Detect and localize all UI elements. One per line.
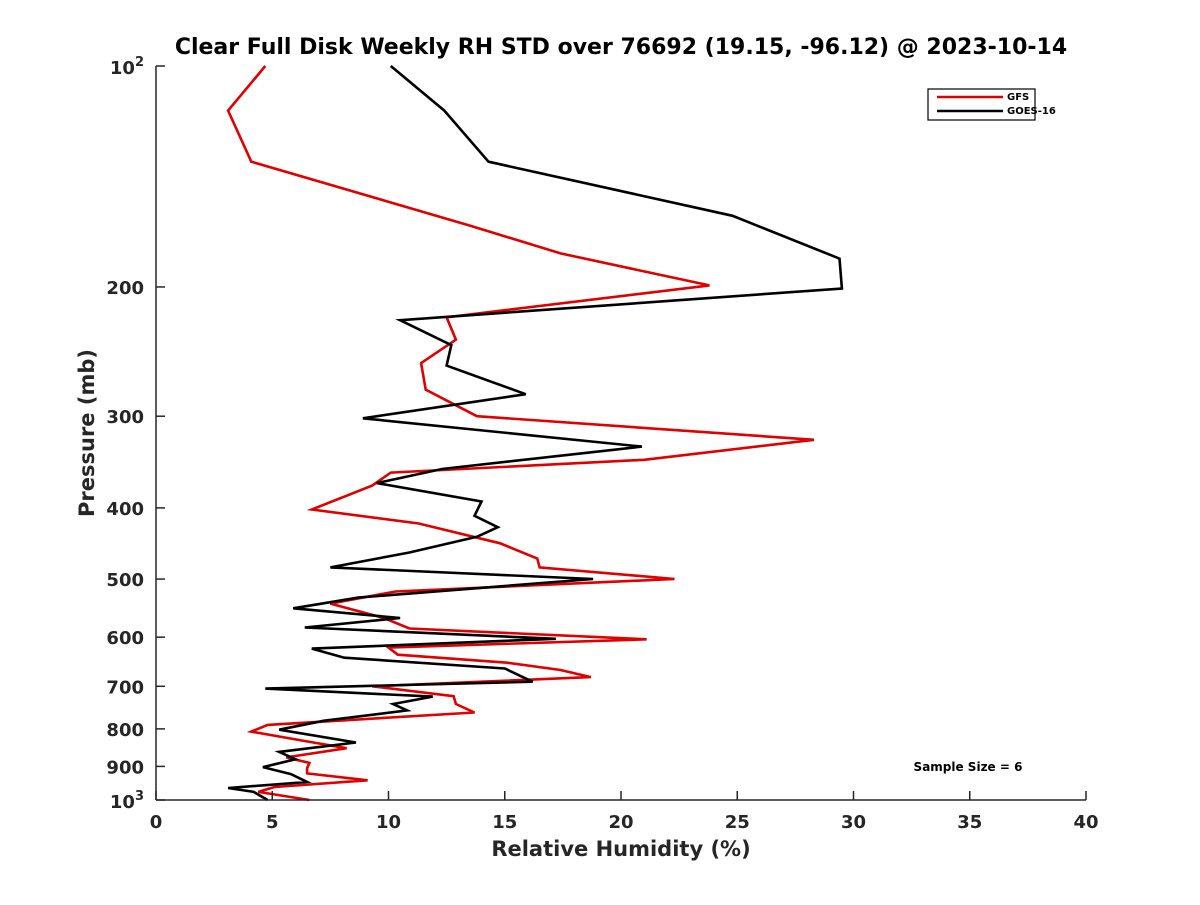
x-tick-label: 15: [492, 812, 517, 833]
y-tick-label: 900: [106, 757, 144, 778]
x-axis-label: Relative Humidity (%): [491, 837, 750, 861]
y-tick-label: 103: [110, 789, 144, 813]
x-tick-label: 20: [608, 812, 633, 833]
sample-size-annotation: Sample Size = 6: [914, 760, 1023, 774]
y-tick-label: 700: [106, 677, 144, 698]
y-tick-label: 300: [106, 407, 144, 428]
chart-title: Clear Full Disk Weekly RH STD over 76692…: [175, 35, 1067, 60]
y-tick-label: 200: [106, 278, 144, 299]
y-ticks: 102 200 300 400 500 600 700 800 900 103: [106, 55, 165, 813]
y-tick-label: 800: [106, 720, 144, 741]
y-axis-label: Pressure (mb): [75, 349, 99, 517]
x-tick-label: 40: [1073, 812, 1098, 833]
series-line-gfs: [226, 65, 815, 802]
x-tick-label: 5: [266, 812, 279, 833]
x-ticks: 0 5 10 15 20 25 30 35 40: [150, 791, 1099, 833]
x-tick-label: 30: [841, 812, 866, 833]
y-tick-label: 500: [106, 570, 144, 591]
y-tick-label: 600: [106, 628, 144, 649]
legend: GFS GOES-16: [927, 88, 1056, 121]
legend-label-goes16: GOES-16: [1007, 106, 1056, 117]
x-tick-label: 25: [725, 812, 750, 833]
y-tick-label: 400: [106, 499, 144, 520]
x-tick-label: 35: [957, 812, 982, 833]
legend-label-gfs: GFS: [1007, 92, 1029, 103]
x-tick-label: 0: [150, 812, 163, 833]
series-line-goes16: [227, 65, 844, 802]
y-tick-label: 102: [110, 55, 144, 79]
x-tick-label: 10: [376, 812, 401, 833]
legend-box: [927, 88, 1036, 121]
series-layer: [226, 65, 844, 802]
